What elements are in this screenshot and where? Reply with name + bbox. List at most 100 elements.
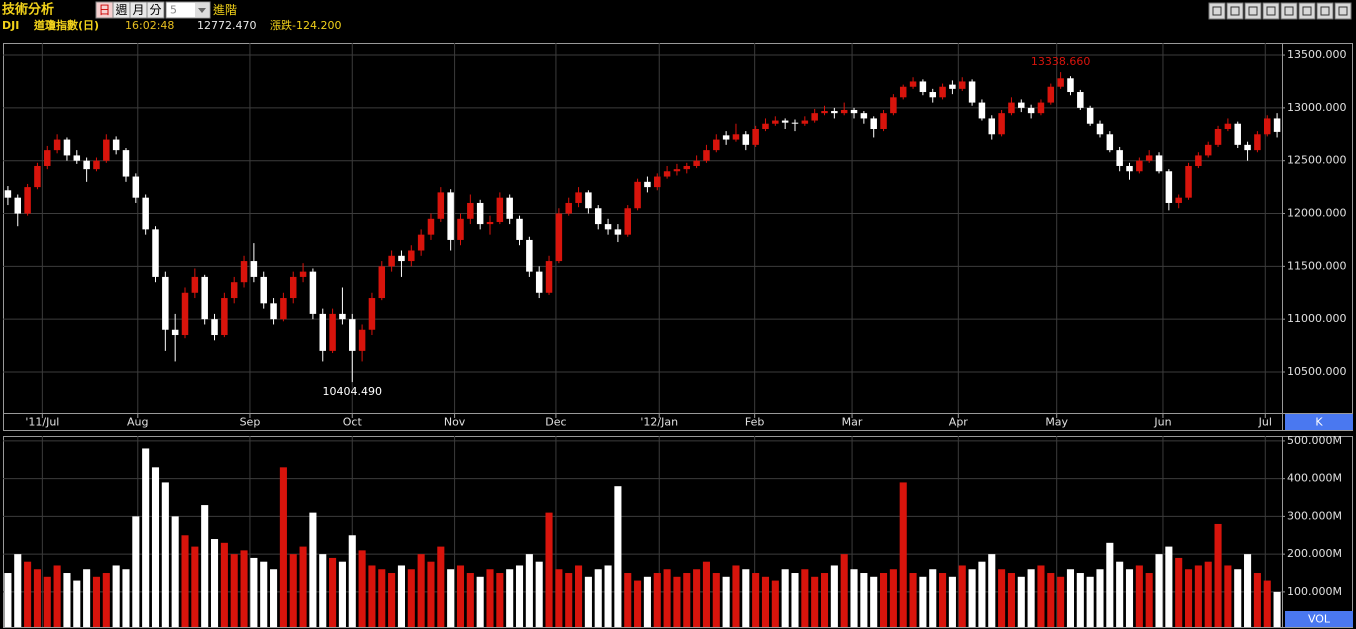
- volume-bar: [122, 569, 130, 627]
- candle-body: [1136, 160, 1143, 172]
- candle-body: [44, 150, 51, 166]
- candle-body: [191, 276, 199, 293]
- quote-time: 16:02:48: [125, 19, 174, 32]
- volume-bar: [998, 569, 1006, 627]
- y-tick-label: 100.000M: [1287, 585, 1342, 598]
- y-tick-label: 200.000M: [1287, 547, 1342, 560]
- volume-bar: [909, 573, 917, 627]
- candle-body: [112, 139, 120, 151]
- candle-body: [4, 190, 12, 198]
- candle-body: [939, 86, 946, 98]
- candle-body: [1116, 150, 1123, 166]
- volume-bar: [14, 554, 22, 627]
- candle-body: [1175, 197, 1182, 203]
- candle-body: [270, 303, 277, 320]
- candle-body: [309, 271, 317, 314]
- volume-bar: [260, 561, 268, 627]
- app-title: 技術分析: [2, 2, 54, 18]
- volume-bar: [1135, 565, 1143, 627]
- x-tick-label: Feb: [745, 416, 764, 429]
- volume-bar: [299, 546, 307, 627]
- candle-body: [467, 202, 474, 219]
- volume-bar: [1165, 546, 1173, 627]
- volume-bar: [201, 505, 209, 627]
- volume-bar: [1037, 565, 1045, 627]
- candle-body: [1018, 102, 1025, 108]
- volume-bar: [289, 554, 297, 627]
- panel-label: VOL: [1308, 613, 1331, 626]
- volume-bar: [1047, 573, 1055, 627]
- volume-bar: [53, 565, 61, 627]
- candle-body: [63, 139, 71, 156]
- candle-body: [1077, 92, 1084, 108]
- volume-bar: [565, 573, 573, 627]
- y-tick-label: 12500.000: [1287, 154, 1347, 167]
- toolbar-icon[interactable]: [1280, 2, 1298, 20]
- volume-bar: [466, 573, 474, 627]
- y-tick-label: 13000.000: [1287, 101, 1347, 114]
- candle-body: [1008, 102, 1015, 114]
- toolbar-icon[interactable]: [1298, 2, 1316, 20]
- period-button[interactable]: 週: [115, 2, 127, 17]
- volume-bar: [338, 561, 346, 627]
- volume-bar: [427, 561, 435, 627]
- volume-bar: [1224, 565, 1232, 627]
- volume-bar: [545, 512, 553, 627]
- volume-bar: [496, 573, 504, 627]
- volume-bar: [791, 573, 799, 627]
- toolbar-icon[interactable]: [1244, 2, 1262, 20]
- volume-bar: [181, 535, 189, 627]
- toolbar-icon[interactable]: [1262, 2, 1280, 20]
- volume-bar: [663, 569, 671, 627]
- instrument-name: 道瓊指數(日): [33, 18, 99, 32]
- candle-body: [565, 202, 572, 214]
- volume-bar: [63, 573, 71, 627]
- volume-bar: [73, 580, 81, 627]
- candle-body: [713, 139, 720, 151]
- volume-bar: [83, 569, 91, 627]
- candle-body: [840, 109, 848, 114]
- volume-bar: [624, 573, 632, 627]
- volume-bar: [407, 569, 415, 627]
- toolbar-icon-glyph: [1230, 6, 1240, 16]
- toolbar-icon-glyph: [1266, 6, 1276, 16]
- candle-body: [388, 255, 395, 267]
- candle-body: [752, 129, 759, 145]
- volume-bar: [230, 554, 238, 627]
- candle-body: [1067, 78, 1074, 93]
- candle-body: [181, 292, 189, 336]
- toolbar-icon[interactable]: [1316, 2, 1334, 20]
- period-button[interactable]: 日: [98, 3, 110, 17]
- candle-body: [506, 197, 513, 219]
- volume-bar: [978, 561, 986, 627]
- y-tick-label: 12000.000: [1287, 207, 1347, 220]
- candle-body: [624, 208, 631, 235]
- candle-body: [496, 197, 504, 222]
- candle-body: [122, 150, 130, 177]
- y-tick-label: 11500.000: [1287, 259, 1347, 272]
- period-button[interactable]: 月: [132, 3, 144, 17]
- volume-bar: [1027, 569, 1035, 627]
- volume-bar: [1066, 569, 1075, 627]
- panel-label: K: [1315, 416, 1323, 429]
- volume-bar: [1234, 569, 1242, 627]
- candle-body: [34, 165, 41, 188]
- advanced-button[interactable]: 進階: [213, 3, 237, 17]
- candle-body: [171, 329, 179, 336]
- volume-bar: [761, 576, 770, 627]
- period-button[interactable]: 分: [149, 3, 161, 17]
- y-tick-label: 13500.000: [1287, 48, 1347, 61]
- toolbar-icon[interactable]: [1334, 2, 1352, 20]
- x-tick-label: May: [1045, 416, 1068, 429]
- toolbar-icon[interactable]: [1226, 2, 1244, 20]
- candle-body: [319, 313, 326, 351]
- volume-bar: [673, 576, 681, 627]
- candle-body: [368, 298, 376, 330]
- toolbar-icon-glyph: [1338, 6, 1348, 16]
- candle-body: [663, 171, 671, 177]
- y-tick-label: 300.000M: [1287, 509, 1342, 522]
- volume-bar: [358, 550, 366, 627]
- candle-body: [545, 261, 553, 293]
- toolbar-icon[interactable]: [1208, 2, 1226, 20]
